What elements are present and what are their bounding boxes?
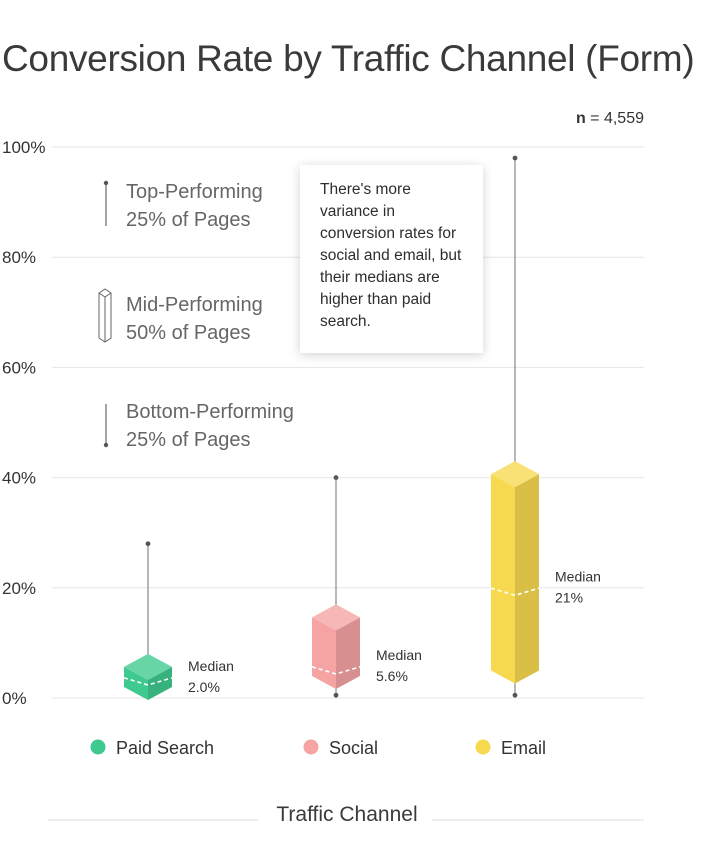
whisker-min-dot	[333, 692, 339, 698]
y-axis-ticks: 0% 20% 40% 60% 80% 100%	[2, 138, 45, 708]
median-value: 5.6%	[376, 668, 408, 684]
key-top-line2: 25% of Pages	[126, 209, 251, 231]
legend: Paid Search Social Email	[90, 738, 546, 758]
box-left-face	[491, 474, 515, 684]
box-social: Median 5.6%	[311, 475, 422, 698]
box-right-face	[148, 666, 172, 700]
key-mid-line2: 50% of Pages	[126, 322, 251, 344]
sample-size-label: n = 4,559	[576, 110, 644, 128]
median-label: Median	[188, 658, 234, 674]
sample-size-n: n	[575, 110, 586, 127]
box-left-face	[124, 666, 148, 700]
y-tick-label: 20%	[2, 579, 36, 598]
box-top-face	[124, 653, 172, 680]
whisker-max-dot	[512, 155, 518, 161]
median-value: 2.0%	[188, 679, 220, 695]
legend-swatch-paid_search	[90, 739, 106, 755]
box-top-face	[312, 604, 360, 631]
legend-label-social: Social	[329, 738, 378, 758]
key-mid-line1: Mid-Performing	[126, 294, 263, 316]
y-tick-label: 80%	[2, 248, 36, 267]
x-axis-title: Traffic Channel	[276, 803, 418, 826]
box-right-face	[515, 474, 539, 684]
chart-title: Conversion Rate by Traffic Channel (Form…	[2, 38, 695, 79]
box-email: Median 21%	[490, 155, 601, 698]
whisker-max-dot	[333, 475, 339, 480]
key-top-dot	[103, 180, 109, 186]
legend-swatch-email	[475, 739, 491, 755]
legend-swatch-social	[303, 739, 319, 755]
legend-label-paid_search: Paid Search	[116, 738, 214, 758]
legend-label-email: Email	[501, 738, 546, 758]
box-key: Top-Performing 25% of Pages Mid-Performi…	[98, 180, 294, 451]
key-bottom-line2: 25% of Pages	[126, 429, 251, 451]
key-mid-box-icon	[98, 288, 112, 343]
median-line	[311, 666, 361, 675]
median-line	[490, 587, 540, 597]
key-bottom-dot	[103, 442, 109, 448]
median-label: Median	[376, 647, 422, 663]
boxes: Median 2.0% Median 5.6% Median 21%	[123, 155, 601, 700]
y-tick-label: 100%	[2, 138, 45, 157]
box-left-face	[312, 617, 336, 689]
box-paid_search: Median 2.0%	[123, 541, 234, 700]
whisker-max-dot	[145, 541, 151, 547]
whisker-min-dot	[512, 692, 518, 698]
box-top-face	[491, 461, 539, 488]
median-label: Median	[555, 568, 601, 584]
y-tick-label: 60%	[2, 358, 36, 377]
box-right-face	[336, 617, 360, 689]
median-value: 21%	[555, 589, 583, 605]
key-bottom-line1: Bottom-Performing	[126, 401, 294, 423]
median-line	[123, 677, 173, 686]
annotation-callout: There's more variance in conversion rate…	[300, 165, 483, 353]
key-top-line1: Top-Performing	[126, 181, 263, 203]
y-tick-label: 0%	[2, 689, 27, 708]
sample-size-value: = 4,559	[590, 110, 644, 127]
y-tick-label: 40%	[2, 469, 36, 488]
